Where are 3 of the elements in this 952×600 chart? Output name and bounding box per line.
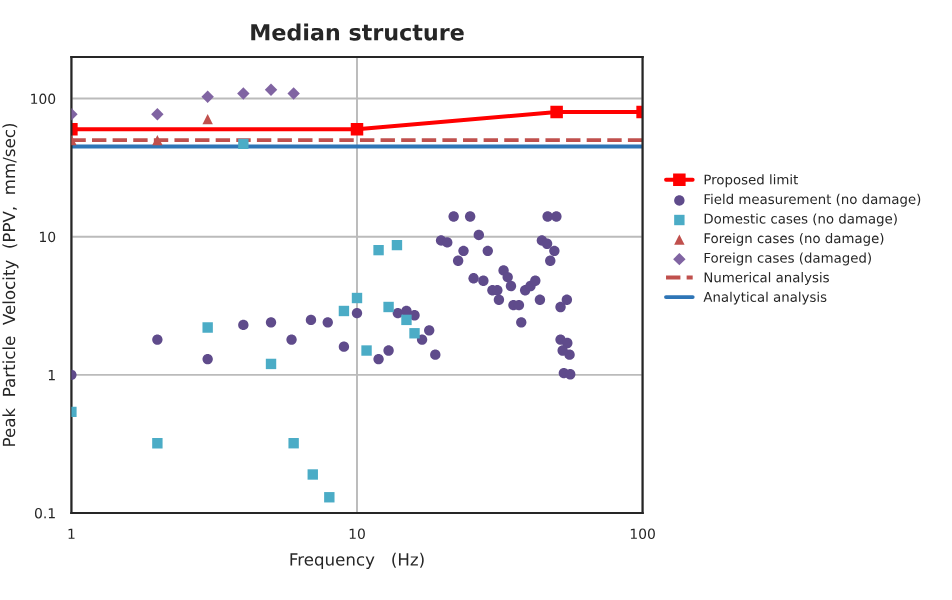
x-axis-title: Frequency (Hz) — [290, 552, 424, 569]
chart-title: Median structure — [251, 23, 464, 41]
y-axis-title: Peak Particle Velocity (PPV, mm/sec) — [2, 123, 19, 446]
